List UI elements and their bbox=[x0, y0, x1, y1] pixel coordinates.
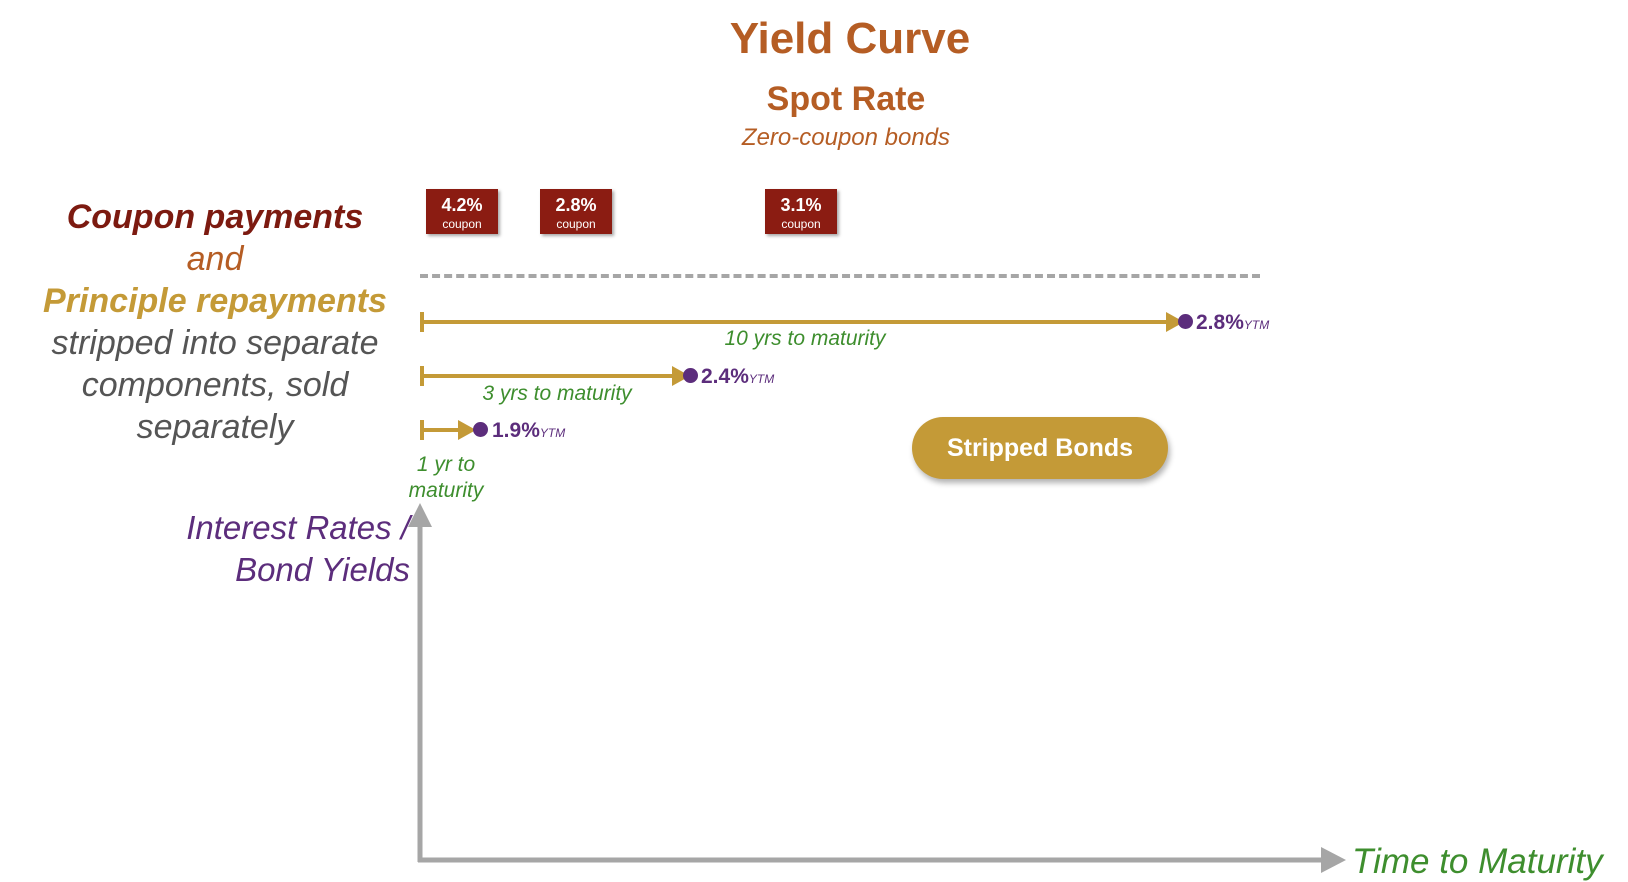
ytm-value: 1.9%YTM bbox=[492, 419, 565, 443]
dashed-separator bbox=[420, 274, 1260, 278]
coupon-label: coupon bbox=[556, 217, 596, 231]
ytm-value: 2.8%YTM bbox=[1196, 311, 1269, 335]
stripped-bonds-label: Stripped Bonds bbox=[912, 417, 1168, 479]
subtitle-note: Zero-coupon bonds bbox=[741, 124, 951, 151]
ytm-suffix: YTM bbox=[539, 426, 566, 440]
ytm-value: 2.4%YTM bbox=[701, 365, 774, 389]
y-axis-arrowhead-icon bbox=[408, 503, 432, 527]
coupon-badge: 2.8% coupon bbox=[540, 189, 612, 234]
left-description: Coupon payments and Principle repayments… bbox=[20, 196, 410, 448]
coupon-label: coupon bbox=[781, 217, 821, 231]
coupon-label: coupon bbox=[442, 217, 482, 231]
y-axis-label: Interest Rates / Bond Yields bbox=[186, 509, 410, 588]
coupon-rate: 2.8% bbox=[555, 195, 597, 215]
maturity-label: 10 yrs to maturity bbox=[724, 327, 886, 350]
maturity-label: 3 yrs to maturity bbox=[482, 382, 632, 405]
principle-repayments-text: Principle repayments bbox=[43, 282, 387, 320]
ytm-dot bbox=[1178, 314, 1193, 329]
coupon-badge: 3.1% coupon bbox=[765, 189, 837, 234]
ytm-rate: 2.4% bbox=[701, 365, 749, 388]
coupon-rate: 4.2% bbox=[441, 195, 483, 215]
ytm-rate: 1.9% bbox=[492, 419, 540, 442]
ytm-dot bbox=[683, 368, 698, 383]
bond-line-3yr bbox=[420, 374, 682, 378]
ytm-rate: 2.8% bbox=[1196, 311, 1244, 334]
chart-title: Yield Curve bbox=[729, 14, 971, 63]
coupon-badge: 4.2% coupon bbox=[426, 189, 498, 234]
arrowhead-icon bbox=[458, 420, 476, 440]
coupon-rate: 3.1% bbox=[780, 195, 822, 215]
ytm-suffix: YTM bbox=[748, 372, 775, 386]
x-axis-label: Time to Maturity bbox=[1352, 842, 1603, 881]
maturity-label: 1 yr to maturity bbox=[408, 453, 484, 502]
stripped-description-text: stripped into separate components, sold … bbox=[51, 324, 379, 446]
coupon-payments-text: Coupon payments bbox=[66, 198, 364, 236]
x-axis-arrowhead-icon bbox=[1321, 847, 1346, 873]
and-text: and bbox=[186, 240, 244, 278]
bond-line-1yr bbox=[420, 428, 464, 432]
bond-line-10yr bbox=[420, 320, 1170, 324]
chart-subtitle: Spot Rate bbox=[766, 80, 926, 118]
ytm-suffix: YTM bbox=[1243, 318, 1270, 332]
ytm-dot bbox=[473, 422, 488, 437]
